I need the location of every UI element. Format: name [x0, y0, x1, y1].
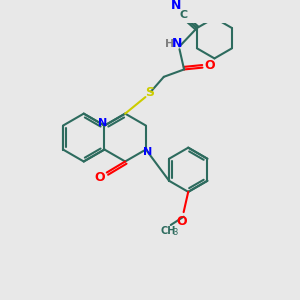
Text: O: O [94, 171, 105, 184]
Text: H: H [165, 39, 174, 49]
Text: N: N [172, 37, 182, 50]
Text: O: O [176, 215, 187, 228]
Text: C: C [179, 10, 187, 20]
Text: 3: 3 [173, 228, 178, 237]
Text: N: N [143, 147, 152, 157]
Text: N: N [98, 118, 107, 128]
Text: N: N [171, 0, 181, 11]
Text: CH: CH [160, 226, 176, 236]
Text: O: O [205, 59, 215, 72]
Text: S: S [146, 86, 154, 99]
